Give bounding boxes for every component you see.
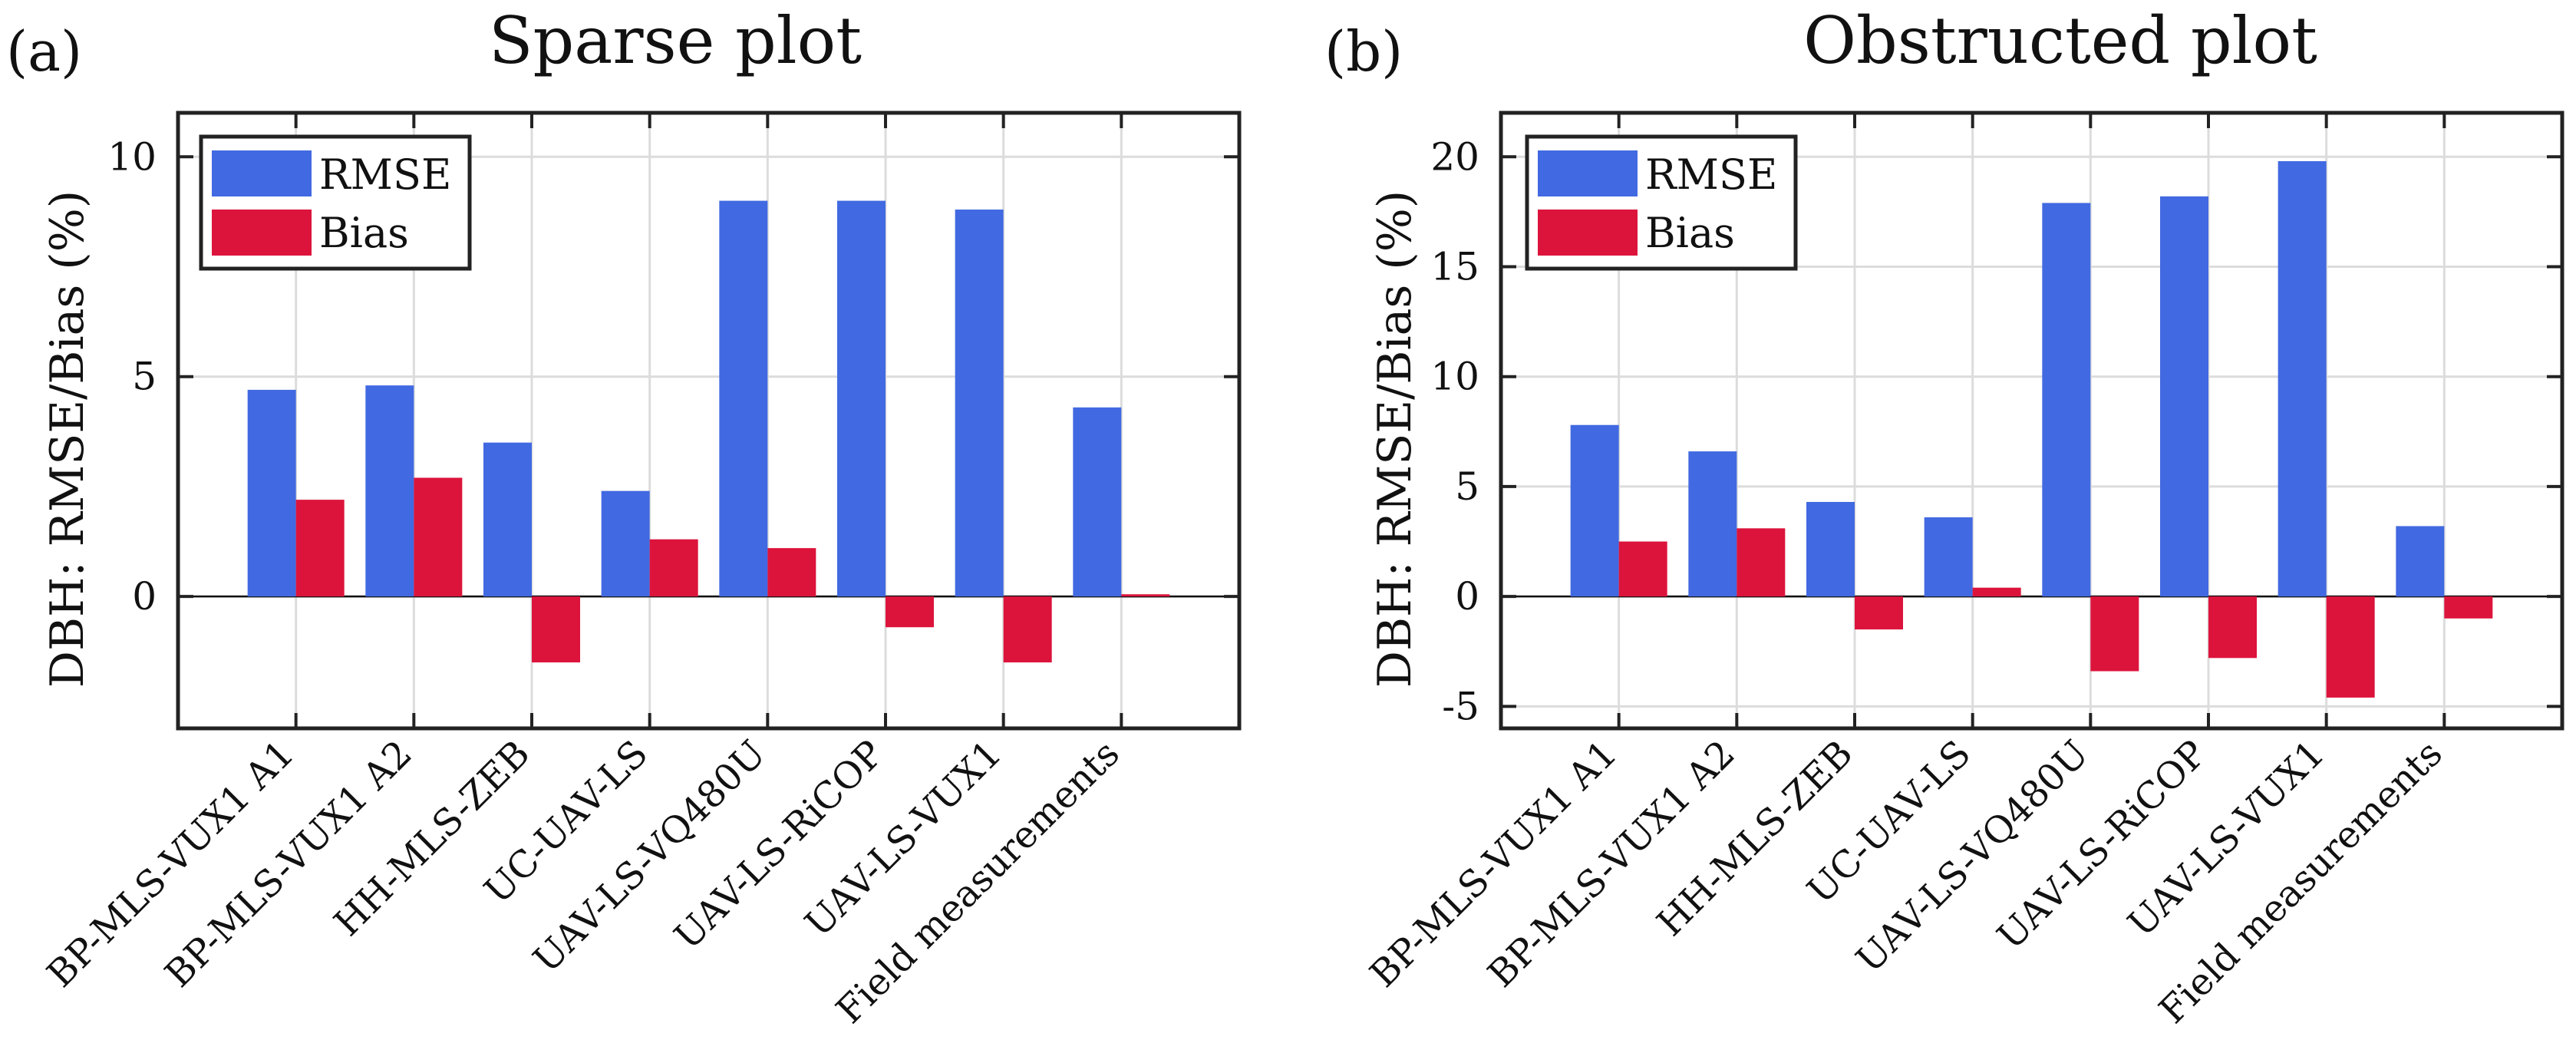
legend-swatch-bias	[212, 210, 312, 256]
legend-swatch-rmse	[212, 150, 312, 196]
y-tick-label: 5	[1455, 464, 1479, 509]
panel-label: (a)	[6, 19, 82, 84]
bar-bias-7	[1003, 596, 1052, 663]
bar-bias-7	[2326, 596, 2375, 698]
y-tick-labels: -5 0 5 10 15 20	[1430, 134, 1479, 728]
bar-bias-8	[2444, 596, 2493, 619]
y-tick-label: -5	[1442, 684, 1479, 728]
bar-rmse-2	[365, 385, 414, 597]
y-tick-label: 15	[1430, 245, 1479, 289]
chart-title: Sparse plot	[489, 3, 862, 78]
bar-bias-6	[886, 596, 935, 628]
ticks	[1501, 113, 2562, 728]
axes-frame	[176, 111, 1242, 731]
legend-swatch-bias	[1538, 210, 1638, 256]
bar-rmse-5	[2042, 203, 2091, 597]
bar-bias-4	[1972, 587, 2021, 597]
bar-bias-1	[1618, 541, 1667, 597]
legend-label-bias: Bias	[319, 209, 409, 257]
bar-rmse-4	[601, 490, 650, 597]
bar-rmse-8	[1073, 407, 1122, 597]
bar-bias-2	[1737, 528, 1786, 597]
bar-bias-8	[1121, 594, 1170, 597]
bars	[247, 200, 1170, 663]
bar-rmse-7	[955, 210, 1004, 597]
y-axis-label: DBH: RMSE/Bias (%)	[1368, 190, 1422, 688]
panel-obstructed-plot: (b) Obstructed plot DBH: RMSE/Bias (%) -…	[1324, 3, 2564, 1032]
bar-bias-6	[2208, 596, 2258, 659]
bar-bias-2	[414, 477, 463, 597]
bar-rmse-5	[719, 200, 768, 597]
bar-bias-1	[295, 500, 345, 597]
legend-swatch-rmse	[1538, 150, 1638, 196]
bars	[1570, 161, 2493, 698]
bar-rmse-3	[483, 442, 532, 597]
bar-bias-5	[767, 548, 816, 597]
bar-rmse-6	[2159, 196, 2208, 597]
y-tick-label: 0	[1455, 574, 1479, 619]
bar-rmse-2	[1688, 451, 1737, 597]
y-axis-label: DBH: RMSE/Bias (%)	[41, 190, 94, 688]
bar-rmse-1	[247, 389, 296, 597]
bar-rmse-4	[1924, 517, 1973, 597]
y-tick-labels: 0 5 10	[107, 134, 157, 619]
y-tick-label: 0	[132, 574, 157, 619]
legend-label-rmse: RMSE	[319, 150, 451, 199]
legend-label-rmse: RMSE	[1645, 150, 1777, 199]
bar-rmse-6	[836, 200, 886, 597]
bar-bias-3	[532, 596, 581, 663]
bar-rmse-7	[2278, 161, 2327, 597]
category-label: UAV-LS-RiCOP	[1989, 732, 2215, 958]
bar-rmse-1	[1570, 424, 1619, 597]
y-tick-label: 10	[107, 134, 157, 179]
y-tick-label: 20	[1430, 134, 1479, 179]
ticks	[178, 113, 1239, 728]
panel-sparse-plot: (a) Sparse plot DBH: RMSE/Bias (%) 0510 …	[6, 3, 1242, 1032]
bar-bias-5	[2090, 596, 2139, 672]
bar-bias-3	[1855, 596, 1904, 630]
legend: RMSE Bias	[199, 134, 472, 271]
y-tick-label: 10	[1430, 355, 1479, 399]
axes-frame	[1499, 111, 2564, 731]
bar-rmse-8	[2396, 526, 2445, 597]
y-tick-label: 5	[132, 355, 157, 399]
bar-rmse-3	[1806, 501, 1855, 597]
panel-label: (b)	[1324, 19, 1403, 84]
legend-label-bias: Bias	[1645, 209, 1735, 257]
bar-bias-4	[649, 539, 698, 597]
chart-title: Obstructed plot	[1803, 3, 2317, 78]
category-label: UAV-LS-RiCOP	[666, 732, 892, 958]
legend: RMSE Bias	[1525, 134, 1798, 271]
